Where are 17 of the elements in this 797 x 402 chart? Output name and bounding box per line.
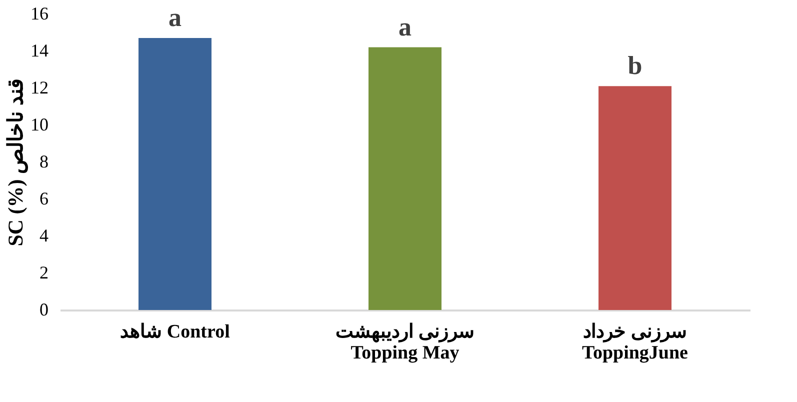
y-axis-title: SC (%) قند ناخالص: [4, 78, 28, 246]
y-tick-label: 16: [30, 4, 48, 24]
y-tick-label: 6: [40, 188, 48, 208]
y-tick-label: 4: [40, 226, 48, 246]
bar: [368, 47, 442, 310]
annotation: a: [168, 3, 182, 32]
x-tick-label: شاهد Control: [120, 322, 230, 342]
annotation: b: [628, 51, 642, 80]
bar: [598, 86, 672, 310]
y-tick-label: 12: [30, 78, 48, 98]
bar: [138, 38, 212, 310]
y-tick-label: 14: [30, 40, 48, 60]
annotation: a: [398, 12, 412, 42]
y-tick-label: 2: [40, 262, 48, 282]
y-tick-label: 0: [40, 300, 48, 320]
y-tick-label: 10: [30, 114, 48, 134]
y-tick-label: 8: [40, 152, 48, 172]
